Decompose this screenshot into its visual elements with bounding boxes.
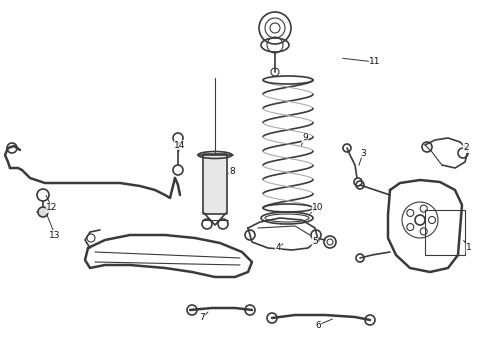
Text: 13: 13 [49, 230, 61, 239]
FancyBboxPatch shape [203, 154, 227, 214]
Text: 7: 7 [199, 314, 205, 323]
Text: 12: 12 [47, 203, 58, 212]
Text: 1: 1 [466, 243, 472, 252]
Text: 5: 5 [312, 238, 318, 247]
Text: 9: 9 [302, 134, 308, 143]
Text: 10: 10 [312, 203, 324, 212]
Text: 3: 3 [360, 148, 366, 158]
Text: 4: 4 [275, 243, 281, 252]
Text: 8: 8 [229, 167, 235, 176]
Bar [425, 210, 465, 255]
Text: 6: 6 [315, 320, 321, 329]
Text: 2: 2 [463, 144, 469, 153]
Text: 14: 14 [174, 140, 186, 149]
Circle shape [38, 207, 48, 217]
Text: 11: 11 [369, 58, 381, 67]
